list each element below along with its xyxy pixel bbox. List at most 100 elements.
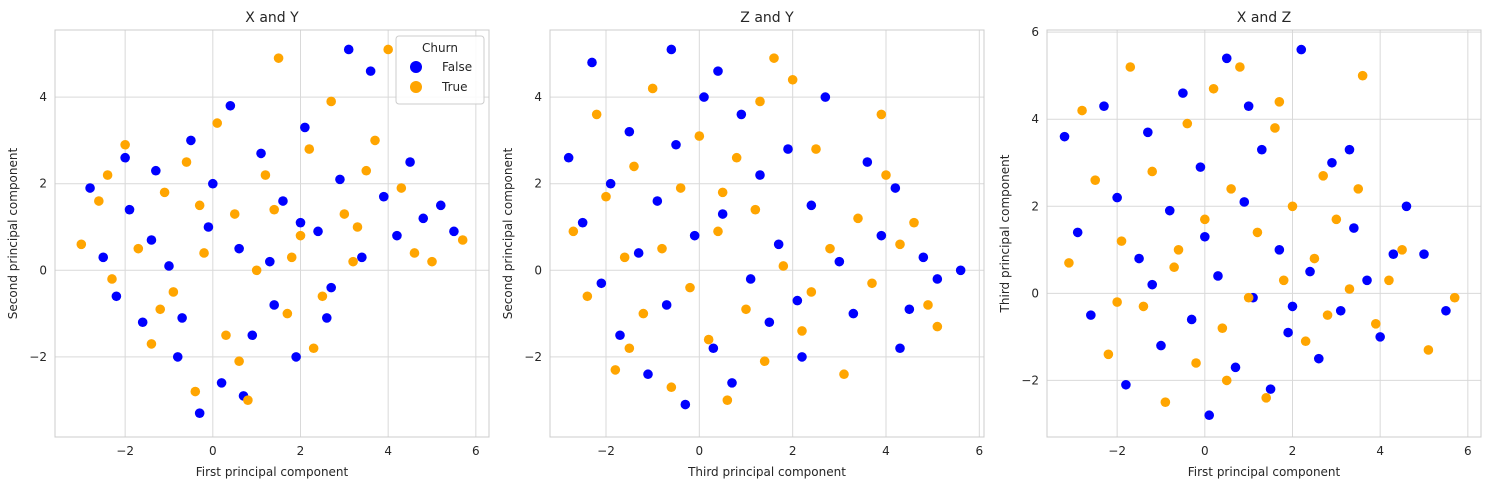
point-true (133, 243, 144, 254)
x-axis-label: First principal component (1188, 465, 1341, 479)
point-false (862, 157, 873, 167)
point-false (164, 261, 174, 271)
y-tick-label: 2 (1031, 199, 1039, 213)
point-true (1147, 166, 1158, 177)
subplot-2: −2 0 2 4 6 −2 0 2 4 Z and Y Third principal compon… (501, 10, 985, 479)
point-true (1125, 62, 1136, 72)
point-false (1388, 249, 1399, 259)
point-false (278, 196, 288, 206)
point-false (918, 252, 929, 263)
point-false (449, 226, 459, 237)
point-false (848, 308, 859, 319)
point-false (177, 313, 187, 323)
point-false (745, 274, 756, 284)
point-true (909, 217, 919, 228)
point-false (186, 135, 196, 146)
point-true (1270, 123, 1280, 133)
point-false (1200, 231, 1210, 242)
point-false (1265, 384, 1276, 394)
point-true (867, 278, 877, 289)
point-false (321, 313, 332, 323)
point-true (348, 256, 358, 267)
point-false (633, 248, 644, 258)
point-true (717, 187, 728, 198)
point-false (890, 183, 901, 193)
point-false (605, 178, 616, 189)
point-true (568, 226, 579, 237)
point-false (1243, 101, 1254, 111)
y-axis-label: Second principal component (6, 148, 20, 320)
point-true (591, 109, 602, 120)
point-true (1449, 292, 1460, 303)
point-true (703, 334, 714, 345)
point-true (1169, 262, 1179, 273)
point-false (1419, 249, 1429, 259)
point-true (352, 222, 363, 232)
point-false (689, 230, 700, 241)
point-false (1257, 144, 1267, 155)
point-false (661, 300, 672, 310)
point-false (652, 196, 663, 206)
point-false (124, 204, 135, 215)
point-true (1353, 184, 1364, 194)
point-false (98, 252, 109, 263)
point-false (172, 352, 183, 362)
y-axis-label: Second principal component (501, 148, 515, 320)
point-false (643, 369, 653, 380)
point-false (216, 378, 227, 388)
point-true (806, 287, 817, 297)
point-false (365, 66, 376, 76)
point-true (1182, 118, 1193, 129)
point-false (792, 295, 803, 306)
point-false (1296, 44, 1307, 55)
x-tick-label: −2 (1108, 444, 1126, 458)
point-true (339, 209, 350, 219)
point-true (1103, 349, 1114, 360)
point-true (361, 165, 372, 176)
point-true (1331, 214, 1342, 225)
point-false (955, 265, 966, 276)
point-true (1077, 105, 1087, 116)
point-false (300, 122, 310, 133)
legend-label-false: False (442, 60, 472, 74)
point-false (624, 126, 635, 137)
point-false (326, 282, 336, 293)
point-true (159, 187, 170, 198)
point-false (1099, 101, 1109, 111)
axes-frame (54, 29, 490, 438)
point-false (1344, 144, 1355, 155)
point-true (1274, 97, 1285, 107)
axes-frame (1046, 29, 1482, 438)
point-true (657, 243, 667, 254)
point-false (357, 252, 367, 263)
x-tick-label: −2 (116, 444, 134, 458)
point-false (1213, 271, 1223, 281)
y-tick-label: 4 (39, 90, 47, 104)
y-tick-label: −2 (1021, 373, 1039, 387)
point-true (881, 170, 891, 180)
y-tick-label: 0 (39, 263, 47, 277)
point-false (194, 408, 205, 418)
point-true (932, 321, 943, 332)
point-false (1072, 227, 1083, 238)
y-tick-label: −2 (524, 350, 542, 364)
point-false (120, 152, 130, 163)
point-true (694, 131, 705, 141)
point-true (273, 53, 284, 63)
point-true (797, 326, 807, 336)
point-false (295, 217, 306, 228)
point-false (932, 274, 943, 284)
point-false (1147, 279, 1158, 290)
point-true (1221, 375, 1232, 386)
point-true (1064, 258, 1074, 268)
point-true (155, 304, 166, 315)
point-false (773, 239, 784, 250)
point-false (764, 317, 775, 328)
point-true (1226, 184, 1236, 194)
point-true (876, 109, 887, 120)
point-true (260, 170, 271, 180)
point-true (221, 330, 231, 341)
point-false (1178, 88, 1188, 98)
point-false (1164, 205, 1175, 216)
